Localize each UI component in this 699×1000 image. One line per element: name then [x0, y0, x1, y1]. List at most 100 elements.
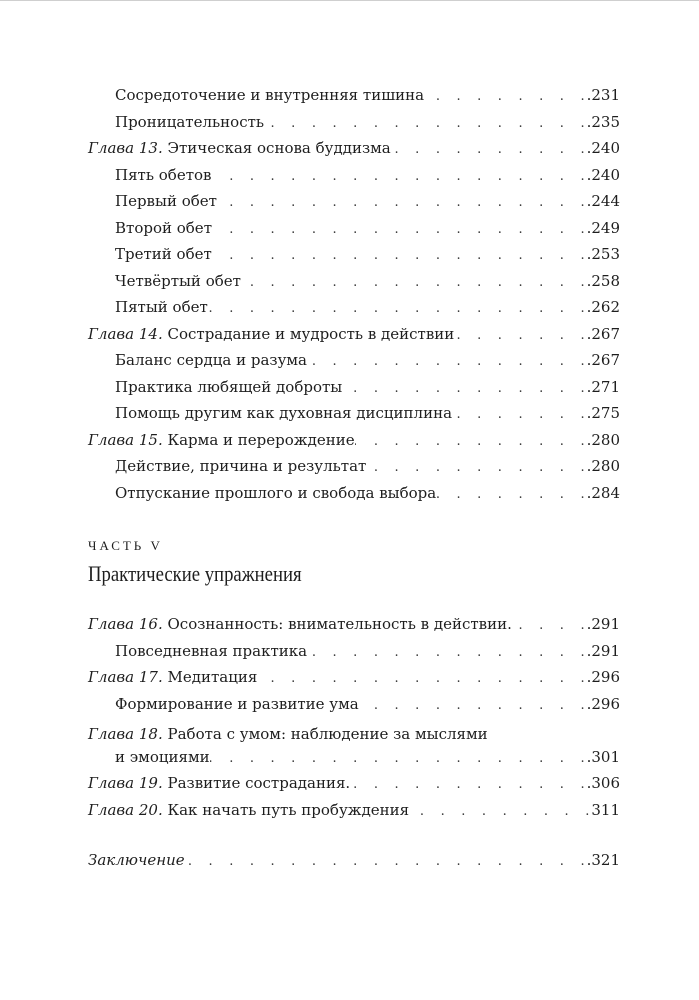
page-number: .235	[586, 112, 620, 131]
page-number: .262	[586, 298, 620, 316]
entry-title: Отпускание прошлого и свобода выбора	[115, 483, 437, 502]
dot-leader	[391, 139, 587, 157]
toc-entry[interactable]: Четвёртый обет .258	[88, 272, 620, 299]
toc-entry[interactable]: Первый обет .244	[88, 192, 620, 219]
dot-leader	[212, 166, 587, 184]
toc-entry[interactable]: Помощь другим как духовная дисциплина .27…	[88, 404, 620, 431]
entry-title: Заключение	[88, 851, 185, 869]
page-number: .284	[586, 483, 620, 502]
toc-entry[interactable]: Пятый обет .262	[88, 298, 620, 325]
entry-title: Пятый обет	[115, 298, 208, 316]
dot-leader	[210, 748, 587, 766]
page-number: .280	[586, 430, 620, 449]
dot-leader	[452, 404, 587, 422]
entry-title: Первый обет	[115, 192, 217, 210]
entry-title: Развитие сострадания.	[162, 774, 351, 792]
chapter-prefix: Глава 19.	[88, 774, 163, 792]
toc-entry[interactable]: Формирование и развитие ума .296	[88, 695, 620, 722]
toc-entry[interactable]: Сосредоточение и внутренняя тишина .231	[88, 86, 620, 113]
page-number: .258	[586, 271, 620, 290]
entry-title: Осознанность: внимательность в действии.	[162, 615, 512, 633]
toc-entry-chapter[interactable]: Глава 14. Сострадание и мудрость в дейст…	[88, 325, 620, 352]
toc-entry[interactable]: Отпускание прошлого и свобода выбора .284	[88, 484, 620, 511]
toc-entry[interactable]: Баланс сердца и разума .267	[88, 351, 620, 378]
toc-list: Сосредоточение и внутренняя тишина .231 Пр…	[88, 86, 620, 510]
dot-leader	[212, 245, 587, 263]
toc-entry-chapter[interactable]: Глава 13. Этическая основа буддизма .240	[88, 139, 620, 166]
page-number: .231	[586, 86, 620, 104]
entry-title-line2: и эмоциями	[115, 747, 210, 766]
entry-title: Второй обет	[115, 218, 212, 237]
entry-title: Формирование и развитие ума	[115, 694, 359, 713]
entry-title: Сосредоточение и внутренняя тишина	[115, 86, 425, 104]
toc-conclusion: Заключение .321	[88, 851, 620, 878]
dot-leader	[454, 325, 586, 343]
page-number: .296	[586, 668, 620, 686]
toc-entry[interactable]: Пять обетов .240	[88, 166, 620, 193]
toc-entry-chapter-20[interactable]: Глава 20. Как начать путь пробуждения 31…	[88, 801, 620, 828]
dot-leader	[185, 851, 587, 869]
page-number: .321	[586, 851, 620, 869]
entry-title: Карма и перерождение	[162, 430, 355, 449]
page-number: .271	[586, 377, 620, 396]
dot-leader	[366, 457, 586, 475]
toc-entry-conclusion[interactable]: Заключение .321	[88, 851, 620, 878]
toc-entry[interactable]: Практика любящей доброты .271	[88, 378, 620, 405]
toc-entry-chapter-17[interactable]: Глава 17. Медитация .296	[88, 668, 620, 695]
page-number: .240	[586, 165, 620, 184]
entry-title: Действие, причина и результат	[115, 457, 367, 475]
dot-leader	[359, 695, 587, 713]
page-number: 311	[591, 800, 620, 819]
dot-leader	[241, 272, 587, 290]
toc-entry[interactable]: Третий обет .253	[88, 245, 620, 272]
dot-leader	[424, 86, 586, 104]
page-number: .280	[586, 457, 620, 475]
page-number: .244	[586, 192, 620, 210]
entry-title: Этическая основа буддизма	[162, 139, 391, 157]
chapter-prefix: Глава 16.	[88, 615, 163, 633]
toc-entry[interactable]: Повседневная практика .291	[88, 642, 620, 669]
part-title: Практические упражнения	[88, 561, 302, 586]
toc-entry[interactable]: Действие, причина и результат .280	[88, 457, 620, 484]
chapter-prefix: Глава 14.	[88, 324, 163, 343]
chapter-prefix: Глава 20.	[88, 800, 163, 819]
page-number: .267	[586, 351, 620, 369]
toc-entry-chapter-16[interactable]: Глава 16. Осознанность: внимательность в…	[88, 615, 620, 642]
dot-leader	[342, 378, 586, 396]
toc-entry[interactable]: Второй обет .249	[88, 219, 620, 246]
dot-leader	[208, 298, 587, 316]
dot-leader	[512, 615, 587, 633]
toc-entry-chapter-18[interactable]: Глава 18. Работа с умом: наблюдение за м…	[88, 721, 620, 748]
toc-entry-chapter-18-cont[interactable]: и эмоциями .301	[88, 748, 620, 775]
toc-entry-chapter-19[interactable]: Глава 19. Развитие сострадания. .306	[88, 774, 620, 801]
toc-entry[interactable]: Проницательность .235	[88, 113, 620, 140]
dot-leader	[409, 801, 591, 819]
page-number: .253	[586, 245, 620, 263]
chapter-prefix: Глава 15.	[88, 430, 163, 449]
page-number: .291	[586, 615, 620, 633]
page-number: .249	[586, 218, 620, 237]
part-label: ЧАСТЬ V	[88, 538, 163, 553]
entry-title: Баланс сердца и разума	[115, 351, 308, 369]
dot-leader	[212, 219, 587, 237]
page-number: .275	[586, 404, 620, 422]
entry-title: Повседневная практика	[115, 641, 308, 660]
dot-leader	[307, 351, 587, 369]
toc-entry-chapter[interactable]: Глава 15. Карма и перерождение .280	[88, 431, 620, 458]
dot-leader	[355, 431, 587, 449]
page-number: .240	[586, 139, 620, 157]
chapter-prefix: Глава 17.	[88, 668, 163, 686]
dot-leader	[307, 642, 587, 660]
toc-part5-list: Глава 16. Осознанность: внимательность в…	[88, 615, 620, 827]
entry-title: Проницательность	[115, 112, 265, 131]
entry-title: Четвёртый обет	[115, 271, 241, 290]
entry-title: Как начать путь пробуждения	[162, 800, 410, 819]
page-number: .296	[586, 694, 620, 713]
entry-title: Сострадание и мудрость в действии	[162, 324, 455, 343]
page-number: .301	[586, 747, 620, 766]
dot-leader	[217, 192, 587, 210]
entry-title: Третий обет	[115, 245, 212, 263]
entry-title: Помощь другим как духовная дисциплина	[115, 404, 453, 422]
entry-title-line1: Работа с умом: наблюдение за мыслями	[162, 725, 488, 743]
dot-leader	[350, 774, 586, 792]
